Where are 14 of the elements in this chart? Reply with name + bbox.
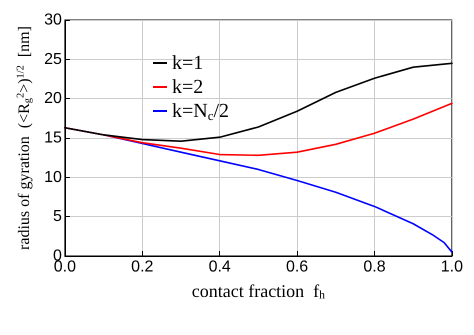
x-tick-label: 1.0 (440, 258, 464, 276)
legend-label: k=1 (172, 52, 204, 74)
y-tick-label: 25 (44, 50, 62, 68)
y-tick-label: 20 (44, 90, 62, 108)
y-tick-label: 15 (44, 130, 62, 146)
y-axis-title: radius of gyration (<Rg2>)1/2 [nm] (16, 26, 34, 250)
y-tick-label: 5 (52, 208, 62, 226)
y-tick-label: 10 (44, 168, 62, 186)
x-tick-label: 0.4 (208, 258, 231, 276)
y-tick-label: 30 (44, 12, 62, 28)
x-tick-label: 0.8 (363, 258, 386, 276)
x-tick-label: 0.6 (286, 258, 308, 276)
legend-label: k=2 (172, 76, 204, 98)
x-tick-label: 0.2 (131, 258, 154, 276)
